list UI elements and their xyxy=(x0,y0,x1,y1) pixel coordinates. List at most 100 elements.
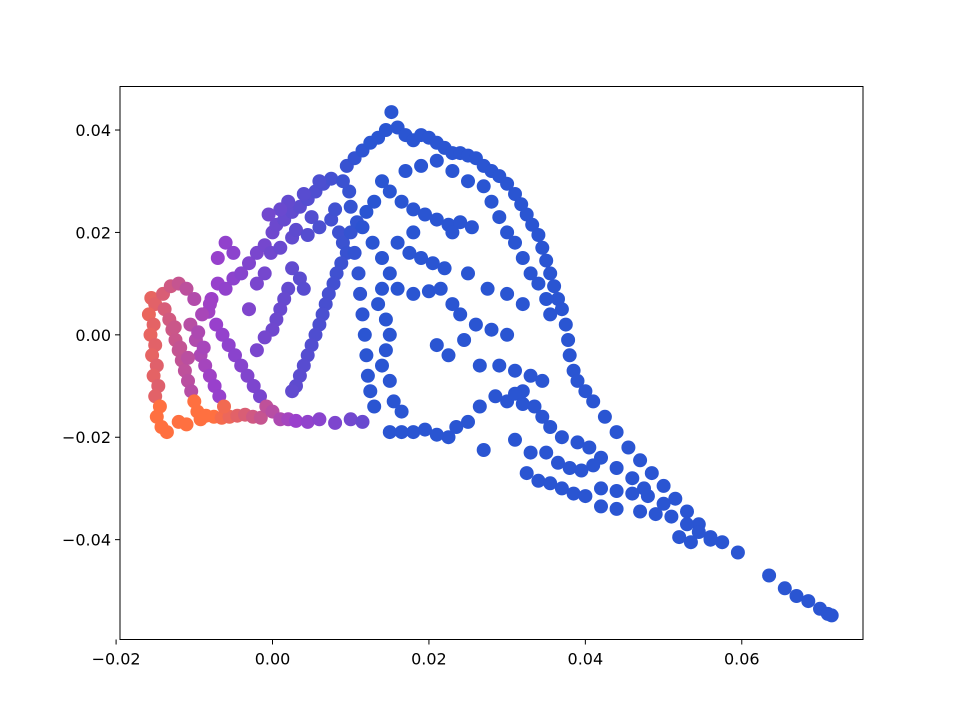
data-point xyxy=(539,445,554,460)
data-point xyxy=(406,286,421,301)
data-point xyxy=(680,517,694,532)
data-point xyxy=(312,412,327,427)
data-point xyxy=(382,266,397,281)
data-point xyxy=(472,358,487,373)
data-point xyxy=(609,501,624,516)
data-point xyxy=(703,532,718,547)
data-point xyxy=(221,338,236,353)
data-point xyxy=(246,379,261,393)
data-point xyxy=(363,384,378,399)
data-point xyxy=(476,179,491,194)
data-point xyxy=(558,317,573,332)
data-point xyxy=(390,281,405,296)
data-point xyxy=(289,222,303,237)
data-point xyxy=(594,499,608,514)
data-point xyxy=(523,445,538,460)
data-point xyxy=(523,368,538,383)
data-point xyxy=(762,568,777,583)
data-point xyxy=(597,409,612,424)
data-point xyxy=(382,373,397,388)
data-point xyxy=(179,281,194,296)
data-point xyxy=(433,281,448,296)
data-point xyxy=(159,425,174,440)
data-point xyxy=(484,322,499,337)
data-point xyxy=(390,235,405,250)
data-point xyxy=(609,484,624,498)
data-point xyxy=(418,422,432,437)
data-point xyxy=(441,348,456,363)
data-point xyxy=(543,476,558,491)
data-point xyxy=(500,225,515,240)
data-point xyxy=(312,174,327,189)
data-point xyxy=(378,343,393,358)
data-point xyxy=(425,256,440,271)
data-point xyxy=(508,235,522,250)
x-tick-label: 0.00 xyxy=(255,650,291,669)
data-point xyxy=(218,281,233,296)
data-point xyxy=(196,340,211,355)
data-point xyxy=(296,281,311,296)
data-point xyxy=(406,202,421,217)
data-point xyxy=(551,455,565,470)
data-point xyxy=(715,535,730,550)
data-point xyxy=(257,266,272,281)
data-point xyxy=(240,368,255,383)
data-point xyxy=(457,333,472,347)
data-point xyxy=(664,509,679,524)
data-point xyxy=(480,281,495,296)
data-point xyxy=(382,425,397,440)
data-point xyxy=(539,253,554,268)
data-point xyxy=(429,153,444,168)
x-tick-label: −0.02 xyxy=(92,650,141,669)
data-point xyxy=(543,420,558,434)
data-point xyxy=(382,184,397,199)
data-point xyxy=(691,525,706,539)
data-point xyxy=(668,491,683,506)
data-point xyxy=(285,384,300,399)
data-point xyxy=(570,435,585,450)
data-point xyxy=(508,363,522,378)
data-point xyxy=(554,302,569,317)
data-point xyxy=(515,297,530,312)
data-point xyxy=(801,594,816,609)
data-point xyxy=(562,461,577,475)
y-tick-label: 0.02 xyxy=(75,223,111,242)
data-point xyxy=(547,279,562,294)
data-point xyxy=(582,440,597,455)
data-point xyxy=(574,463,589,478)
data-point xyxy=(535,240,550,255)
data-point xyxy=(398,164,413,178)
data-point xyxy=(468,317,483,332)
data-point xyxy=(609,461,624,475)
data-points xyxy=(141,105,839,623)
data-point xyxy=(406,425,421,440)
data-point xyxy=(461,266,475,281)
data-point xyxy=(461,414,475,429)
data-point xyxy=(523,266,538,281)
data-point xyxy=(539,292,554,306)
data-point xyxy=(328,202,343,217)
data-point xyxy=(508,432,522,447)
data-point xyxy=(351,266,366,281)
data-point xyxy=(461,174,475,189)
data-point xyxy=(500,327,515,342)
data-point xyxy=(406,225,421,240)
axes: −0.02 0.00 0.02 0.04 0.06 −0.04 −0.02 0.00 0.02 0… xyxy=(62,121,760,668)
data-point xyxy=(355,307,370,322)
data-point xyxy=(218,235,233,250)
data-point xyxy=(484,194,499,209)
data-point xyxy=(296,187,311,201)
data-point xyxy=(375,174,389,189)
data-point xyxy=(285,261,300,276)
data-point xyxy=(515,397,530,411)
data-point xyxy=(234,266,249,281)
data-point xyxy=(464,220,479,235)
y-tick-label: −0.02 xyxy=(62,428,111,447)
data-point xyxy=(500,176,515,191)
data-point xyxy=(382,327,397,342)
data-point xyxy=(359,348,374,363)
data-point xyxy=(181,350,195,365)
data-point xyxy=(429,338,444,353)
data-point xyxy=(300,228,315,242)
